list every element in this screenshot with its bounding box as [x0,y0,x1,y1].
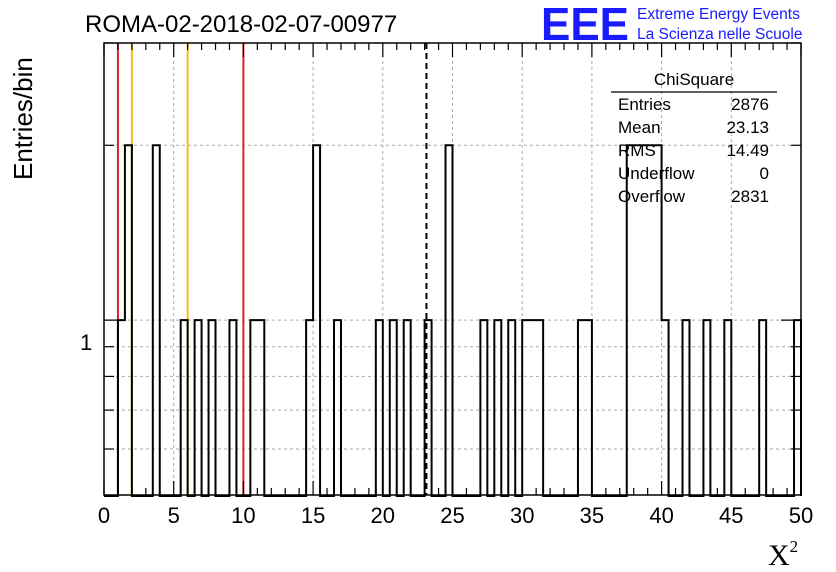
y-axis-title: Entries/bin [8,57,38,180]
stats-box-title: ChiSquare [654,70,734,89]
stats-value-entries: 2876 [731,95,769,114]
y-tick-label-1: 1 [80,330,92,355]
stats-label-mean: Mean [618,118,661,137]
x-tick-label-30: 30 [510,503,534,528]
x-tick-label-10: 10 [231,503,255,528]
x-tick-label-45: 45 [719,503,743,528]
x-tick-label-15: 15 [301,503,325,528]
x-tick-label-40: 40 [649,503,673,528]
logo-line-1: Extreme Energy Events [637,6,800,23]
histogram-outline [104,144,802,497]
x-tick-label-35: 35 [580,503,604,528]
x-tick-label-0: 0 [98,503,110,528]
stats-value-rms: 14.49 [726,141,769,160]
stats-label-rms: RMS [618,141,656,160]
x-axis-title-base: X [768,539,790,572]
x-tick-label-5: 5 [168,503,180,528]
stats-value-underflow: 0 [760,164,769,183]
stats-value-mean: 23.13 [726,118,769,137]
logo-line-2: La Scienza nelle Scuole [637,26,802,43]
x-tick-label-50: 50 [789,503,813,528]
histogram-bars [104,144,802,497]
x-tick-label-25: 25 [440,503,464,528]
stats-label-underflow: Underflow [618,164,695,183]
stats-box: ChiSquare Entries 2876 Mean 23.13 RMS 14… [611,70,777,206]
axis-ticks [103,42,802,495]
x-axis-title-superscript: 2 [790,537,799,556]
x-tick-label-20: 20 [371,503,395,528]
marker-lines [116,43,428,495]
stats-value-overflow: 2831 [731,187,769,206]
eee-logo: EEE [541,0,629,50]
chart-title: ROMA-02-2018-02-07-00977 [85,11,397,38]
x-tick-labels: 0 5 10 15 20 25 30 35 40 45 50 [98,503,813,528]
x-axis-title: X2 [768,537,798,572]
stats-label-entries: Entries [618,95,671,114]
stats-label-overflow: Overflow [618,187,686,206]
